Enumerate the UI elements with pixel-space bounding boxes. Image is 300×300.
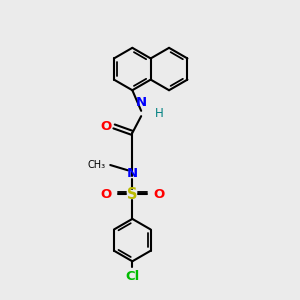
Text: S: S	[127, 187, 138, 202]
Text: O: O	[100, 120, 112, 133]
Text: O: O	[153, 188, 164, 201]
Text: N: N	[136, 96, 147, 110]
Text: Cl: Cl	[125, 269, 140, 283]
Text: O: O	[100, 188, 112, 201]
Text: N: N	[127, 167, 138, 180]
Text: CH₃: CH₃	[88, 160, 106, 170]
Text: H: H	[154, 107, 163, 120]
